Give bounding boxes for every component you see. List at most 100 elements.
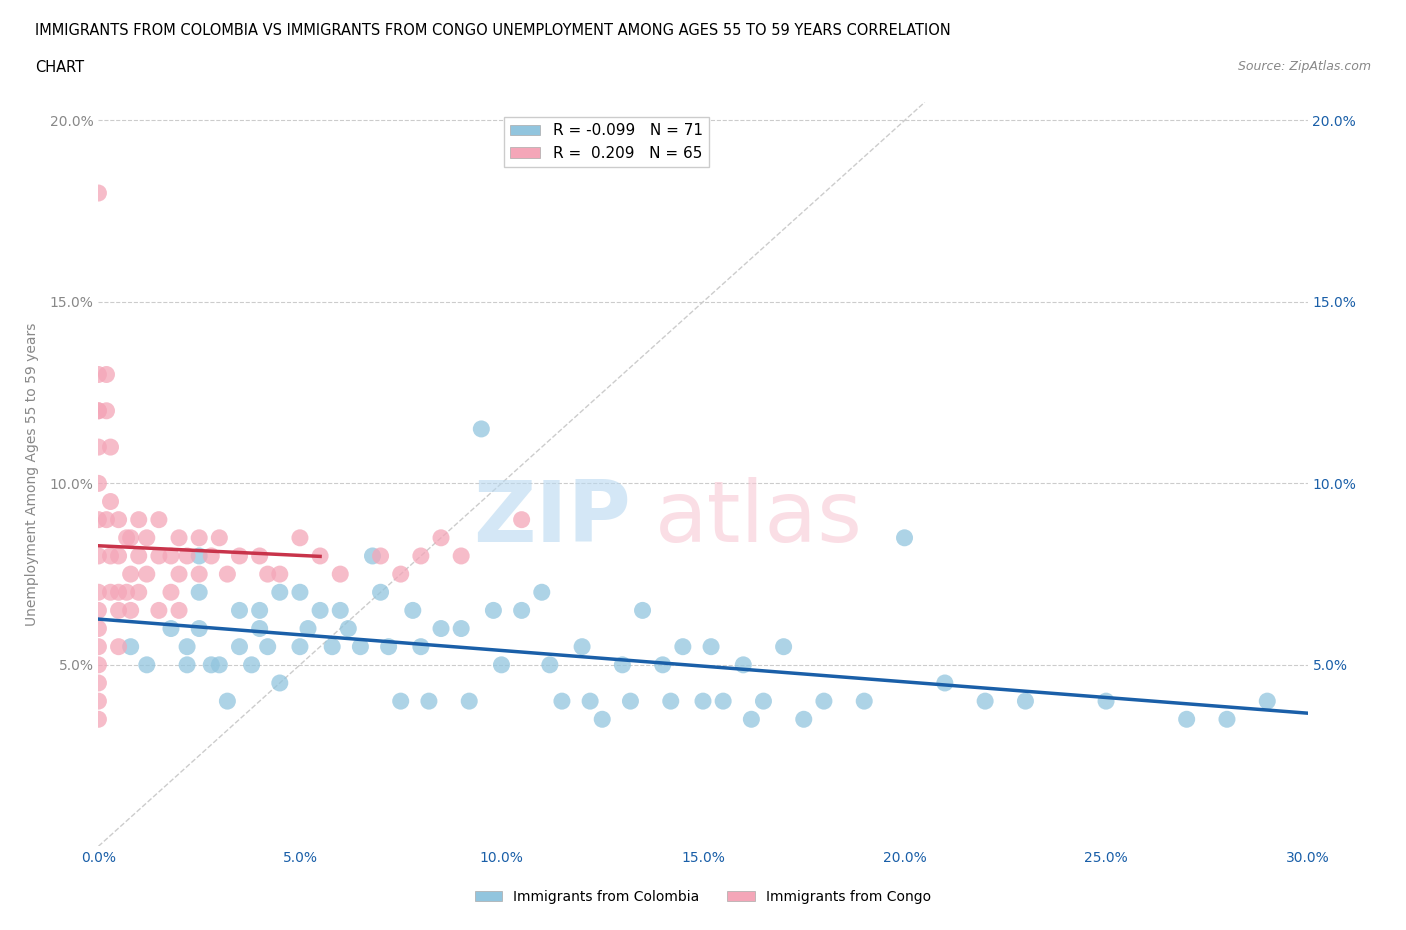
Point <box>450 549 472 564</box>
Point <box>510 512 533 527</box>
Point <box>619 694 641 709</box>
Point <box>135 658 157 672</box>
Point <box>249 549 271 564</box>
Point <box>107 603 129 618</box>
Point <box>87 639 110 654</box>
Point <box>176 639 198 654</box>
Point <box>579 694 602 709</box>
Point <box>813 694 835 709</box>
Point <box>188 549 211 564</box>
Point <box>612 658 634 672</box>
Point <box>934 675 956 690</box>
Point <box>107 549 129 564</box>
Point <box>120 639 142 654</box>
Point <box>450 621 472 636</box>
Point <box>430 621 453 636</box>
Point <box>418 694 440 709</box>
Legend: R = -0.099   N = 71, R =  0.209   N = 65: R = -0.099 N = 71, R = 0.209 N = 65 <box>503 117 709 167</box>
Point <box>87 585 110 600</box>
Point <box>700 639 723 654</box>
Text: CHART: CHART <box>35 60 84 75</box>
Point <box>1095 694 1118 709</box>
Point <box>1256 694 1278 709</box>
Point <box>530 585 553 600</box>
Point <box>672 639 695 654</box>
Point <box>651 658 673 672</box>
Point <box>249 603 271 618</box>
Point <box>430 530 453 545</box>
Point <box>228 603 250 618</box>
Point <box>100 585 122 600</box>
Point <box>370 549 392 564</box>
Point <box>853 694 876 709</box>
Point <box>96 512 118 527</box>
Point <box>228 639 250 654</box>
Point <box>337 621 360 636</box>
Legend: Immigrants from Colombia, Immigrants from Congo: Immigrants from Colombia, Immigrants fro… <box>470 884 936 910</box>
Point <box>160 621 183 636</box>
Point <box>135 566 157 581</box>
Point <box>893 530 915 545</box>
Point <box>208 658 231 672</box>
Point <box>1216 711 1239 726</box>
Point <box>87 404 110 418</box>
Point <box>87 512 110 527</box>
Point <box>200 658 222 672</box>
Point <box>87 603 110 618</box>
Point <box>96 404 118 418</box>
Point <box>217 694 239 709</box>
Point <box>772 639 794 654</box>
Point <box>329 566 352 581</box>
Point <box>107 639 129 654</box>
Point <box>349 639 371 654</box>
Point <box>269 585 291 600</box>
Point <box>538 658 561 672</box>
Point <box>377 639 399 654</box>
Point <box>188 621 211 636</box>
Point <box>361 549 384 564</box>
Point <box>1175 711 1198 726</box>
Point <box>87 658 110 672</box>
Point <box>482 603 505 618</box>
Point <box>188 566 211 581</box>
Point <box>200 549 222 564</box>
Point <box>692 694 714 709</box>
Point <box>591 711 613 726</box>
Y-axis label: Unemployment Among Ages 55 to 59 years: Unemployment Among Ages 55 to 59 years <box>24 323 38 626</box>
Point <box>269 675 291 690</box>
Point <box>188 585 211 600</box>
Point <box>87 404 110 418</box>
Point <box>409 549 432 564</box>
Point <box>309 603 332 618</box>
Point <box>269 566 291 581</box>
Point <box>188 530 211 545</box>
Point <box>167 603 190 618</box>
Point <box>256 566 278 581</box>
Point <box>128 585 150 600</box>
Text: ZIP: ZIP <box>472 477 630 561</box>
Point <box>120 603 142 618</box>
Point <box>87 476 110 491</box>
Point <box>120 566 142 581</box>
Point <box>208 530 231 545</box>
Point <box>148 549 170 564</box>
Point <box>288 585 311 600</box>
Point <box>128 512 150 527</box>
Point <box>740 711 762 726</box>
Point <box>167 530 190 545</box>
Point <box>107 585 129 600</box>
Point <box>974 694 997 709</box>
Point <box>135 530 157 545</box>
Point <box>288 530 311 545</box>
Text: IMMIGRANTS FROM COLOMBIA VS IMMIGRANTS FROM CONGO UNEMPLOYMENT AMONG AGES 55 TO : IMMIGRANTS FROM COLOMBIA VS IMMIGRANTS F… <box>35 23 950 38</box>
Point <box>176 549 198 564</box>
Point <box>249 621 271 636</box>
Point <box>87 675 110 690</box>
Point <box>96 367 118 382</box>
Point <box>128 549 150 564</box>
Point <box>752 694 775 709</box>
Point <box>370 585 392 600</box>
Point <box>402 603 425 618</box>
Point <box>167 566 190 581</box>
Point <box>148 603 170 618</box>
